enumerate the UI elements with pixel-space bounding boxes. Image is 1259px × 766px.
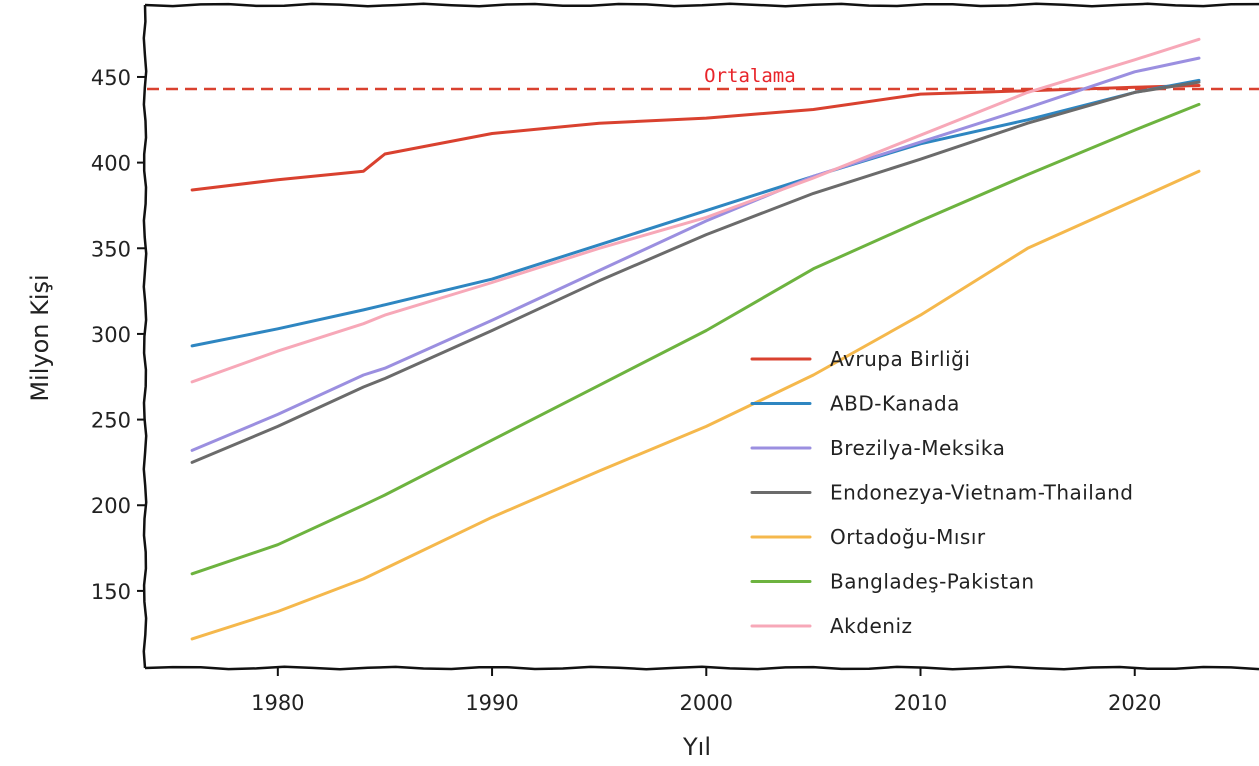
y-tick-label: 150 — [91, 580, 131, 604]
legend-label: Ortadoğu-Mısır — [830, 525, 986, 549]
y-tick-label: 400 — [91, 152, 131, 176]
series-lines — [190, 37, 1201, 641]
series-line-1 — [190, 78, 1201, 348]
x-tick-label: 1980 — [251, 691, 304, 715]
x-axis-label: Yıl — [682, 733, 711, 761]
x-tick-label: 2000 — [680, 691, 733, 715]
legend-label: Avrupa Birliği — [830, 347, 970, 371]
x-axis-ticks: 1980 1990 2000 2010 2020 — [251, 668, 1161, 715]
legend-label: Bangladeş-Pakistan — [830, 570, 1035, 594]
series-line-4 — [190, 169, 1201, 641]
y-tick-label: 350 — [91, 237, 131, 261]
frame-left — [142, 4, 148, 669]
y-axis-ticks: 150 200 250 300 350 400 450 — [91, 66, 145, 604]
series-line-5 — [190, 102, 1201, 576]
series-line-0 — [190, 84, 1201, 192]
y-tick-label: 250 — [91, 409, 131, 433]
x-tick-label: 1990 — [465, 691, 518, 715]
series-line-3 — [190, 80, 1201, 464]
y-tick-label: 450 — [91, 66, 131, 90]
y-tick-label: 300 — [91, 323, 131, 347]
reference-line-group: Ortalama — [147, 65, 1259, 91]
frame-top — [144, 2, 1259, 8]
plot-frame — [142, 2, 1259, 671]
legend-label: Endonezya-Vietnam-Thailand — [830, 481, 1134, 505]
y-axis-label: Milyon Kişi — [26, 274, 54, 401]
legend-label: Akdeniz — [830, 614, 913, 638]
series-line-6 — [190, 37, 1201, 384]
series-line-2 — [190, 56, 1201, 452]
y-tick-label: 200 — [91, 494, 131, 518]
x-tick-label: 2020 — [1108, 691, 1161, 715]
legend-label: Brezilya-Meksika — [830, 436, 1005, 460]
legend-label: ABD-Kanada — [830, 392, 960, 416]
reference-line-label: Ortalama — [704, 65, 796, 87]
legend: Avrupa Birliği ABD-Kanada Brezilya-Meksika… — [750, 347, 1134, 638]
x-tick-label: 2010 — [894, 691, 947, 715]
frame-bottom — [144, 665, 1259, 671]
